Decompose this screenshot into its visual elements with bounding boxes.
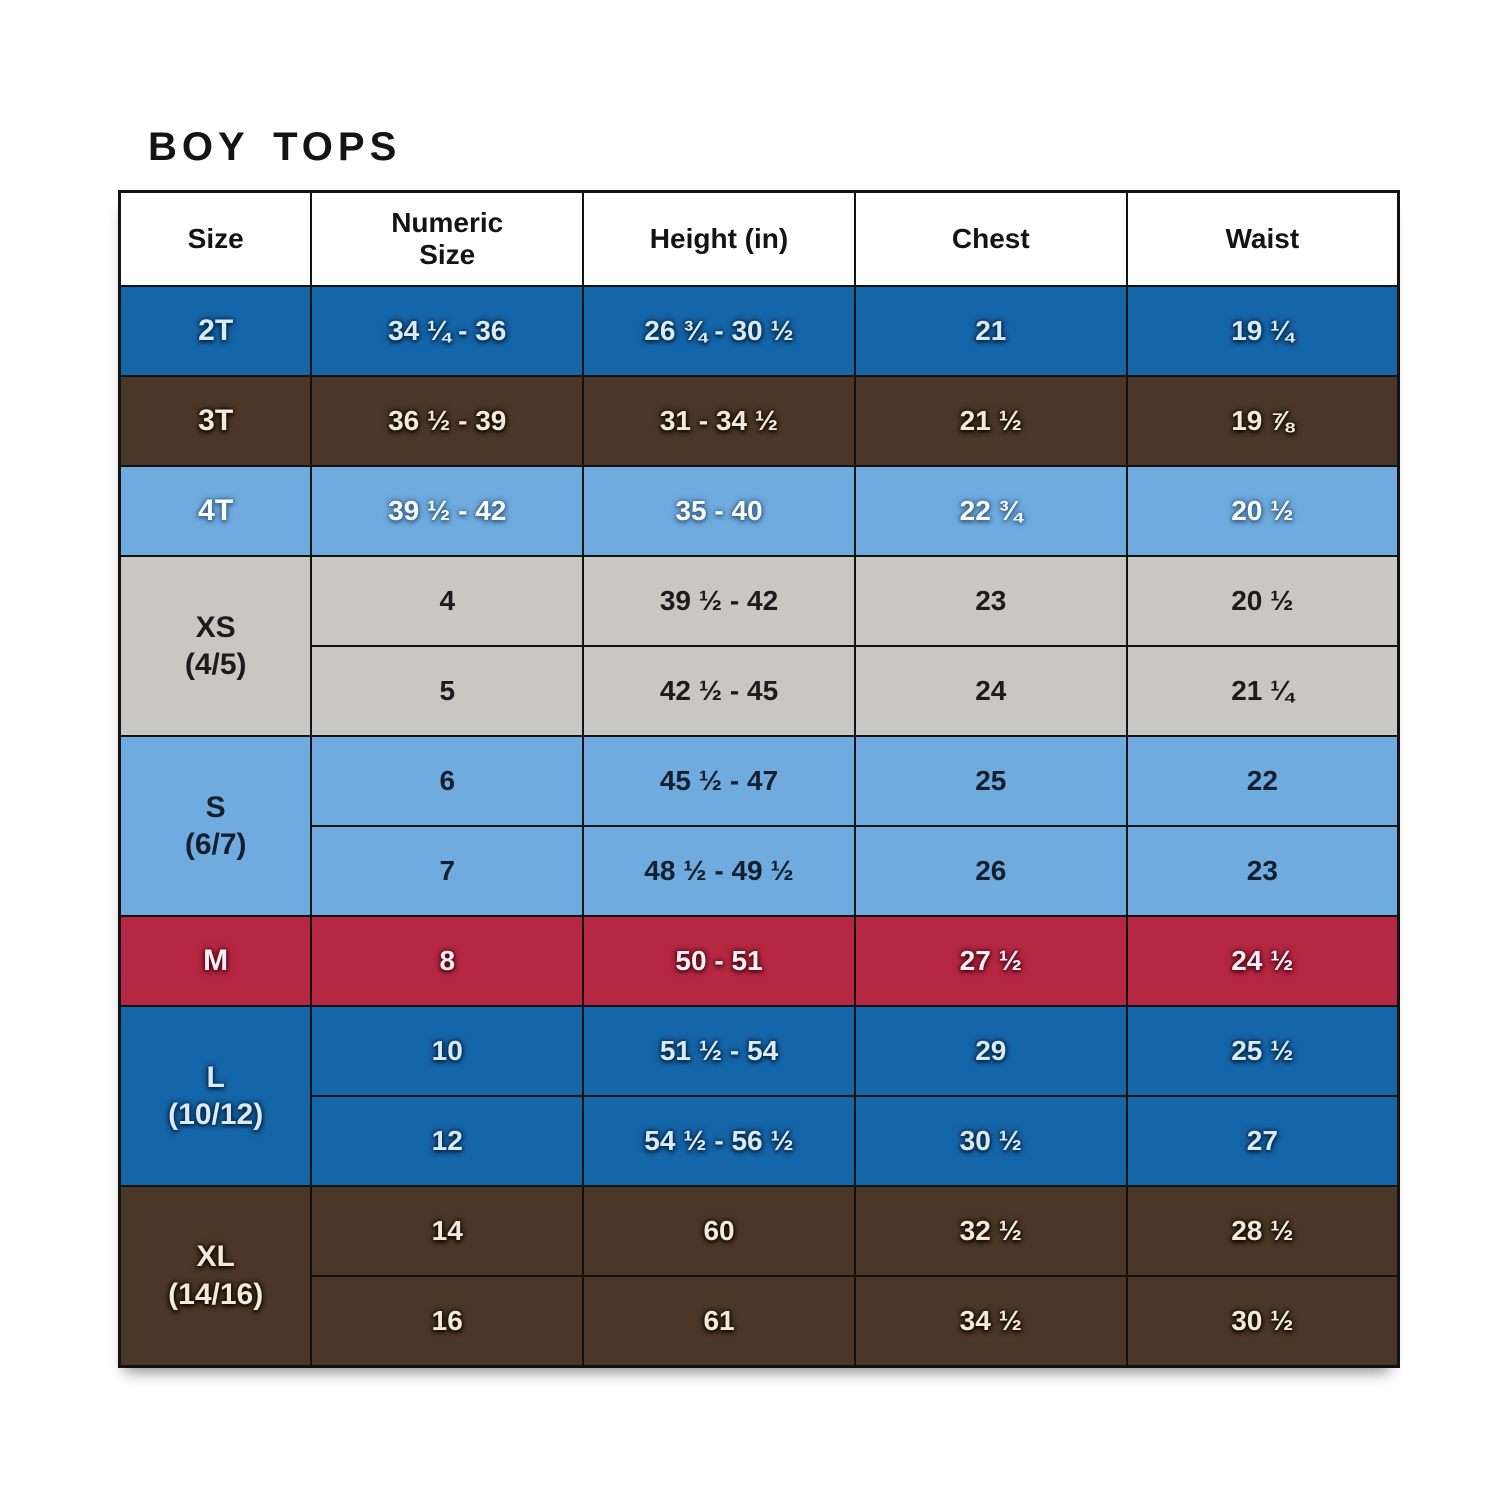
table-row: 2T 34 ¼ - 36 26 ¾ - 30 ½ 21 19 ¼ <box>118 285 1400 377</box>
column-header-size: Size <box>118 190 313 287</box>
numeric-size-cell: 10 <box>310 1005 585 1097</box>
column-header-chest: Chest <box>853 190 1128 287</box>
waist-cell: 19 ⅞ <box>1125 375 1400 467</box>
table-row: M 8 50 - 51 27 ½ 24 ½ <box>118 915 1400 1007</box>
height-cell: 45 ½ - 47 <box>582 735 856 827</box>
chest-cell: 21 <box>853 285 1128 377</box>
table-row: 5 42 ½ - 45 24 21 ¼ <box>120 645 1400 737</box>
chest-cell: 34 ½ <box>853 1275 1128 1367</box>
header-row: Size Numeric Size Height (in) Chest Waist <box>118 190 1400 287</box>
table-row: XL (14/16) 14 60 32 ½ 28 ½ <box>118 1185 1400 1367</box>
waist-cell: 30 ½ <box>1125 1275 1400 1367</box>
numeric-size-cell: 14 <box>310 1185 585 1277</box>
waist-cell: 25 ½ <box>1125 1005 1400 1097</box>
height-cell: 50 - 51 <box>582 915 856 1007</box>
table-row: 3T 36 ½ - 39 31 - 34 ½ 21 ½ 19 ⅞ <box>118 375 1400 467</box>
table-row: 16 61 34 ½ 30 ½ <box>120 1275 1400 1367</box>
table-row: L (10/12) 10 51 ½ - 54 29 25 ½ <box>118 1005 1400 1187</box>
column-header-waist: Waist <box>1125 190 1400 287</box>
table-row: 4T 39 ½ - 42 35 - 40 22 ¾ 20 ½ <box>118 465 1400 557</box>
numeric-size-cell: 7 <box>310 825 585 917</box>
column-header-numeric-size: Numeric Size <box>310 190 585 287</box>
chest-cell: 29 <box>853 1005 1128 1097</box>
chest-cell: 22 ¾ <box>853 465 1128 557</box>
waist-cell: 22 <box>1125 735 1400 827</box>
chest-cell: 30 ½ <box>853 1095 1128 1187</box>
height-cell: 48 ½ - 49 ½ <box>582 825 856 917</box>
size-cell: S (6/7) <box>118 735 313 917</box>
size-cell: XS (4/5) <box>118 555 313 737</box>
size-cell: M <box>118 915 313 1007</box>
numeric-size-cell: 6 <box>310 735 585 827</box>
waist-cell: 23 <box>1125 825 1400 917</box>
chest-cell: 21 ½ <box>853 375 1128 467</box>
chest-cell: 25 <box>853 735 1128 827</box>
size-cell: 4T <box>118 465 313 557</box>
table-row: 7 48 ½ - 49 ½ 26 23 <box>120 825 1400 917</box>
waist-cell: 20 ½ <box>1125 465 1400 557</box>
page-title: BOY TOPS <box>148 125 402 169</box>
numeric-size-cell: 8 <box>310 915 585 1007</box>
chest-cell: 24 <box>853 645 1128 737</box>
waist-cell: 27 <box>1125 1095 1400 1187</box>
waist-cell: 24 ½ <box>1125 915 1400 1007</box>
height-cell: 35 - 40 <box>582 465 856 557</box>
numeric-size-cell: 39 ½ - 42 <box>310 465 585 557</box>
numeric-size-cell: 5 <box>310 645 585 737</box>
height-cell: 42 ½ - 45 <box>582 645 856 737</box>
height-cell: 51 ½ - 54 <box>582 1005 856 1097</box>
waist-cell: 20 ½ <box>1125 555 1400 647</box>
table-row: 12 54 ½ - 56 ½ 30 ½ 27 <box>120 1095 1400 1187</box>
chest-cell: 32 ½ <box>853 1185 1128 1277</box>
size-cell: L (10/12) <box>118 1005 313 1187</box>
height-cell: 61 <box>582 1275 856 1367</box>
chest-cell: 26 <box>853 825 1128 917</box>
size-cell: 2T <box>118 285 313 377</box>
waist-cell: 21 ¼ <box>1125 645 1400 737</box>
chest-cell: 23 <box>853 555 1128 647</box>
height-cell: 26 ¾ - 30 ½ <box>582 285 856 377</box>
column-header-height: Height (in) <box>582 190 856 287</box>
size-cell: XL (14/16) <box>118 1185 313 1367</box>
size-cell: 3T <box>118 375 313 467</box>
table-row: S (6/7) 6 45 ½ - 47 25 22 <box>118 735 1400 917</box>
numeric-size-cell: 34 ¼ - 36 <box>310 285 585 377</box>
height-cell: 60 <box>582 1185 856 1277</box>
waist-cell: 28 ½ <box>1125 1185 1400 1277</box>
size-chart-table: Size Numeric Size Height (in) Chest Waist 2T… <box>118 190 1400 1368</box>
numeric-size-cell: 4 <box>310 555 585 647</box>
numeric-size-cell: 16 <box>310 1275 585 1367</box>
table-row: XS (4/5) 4 39 ½ - 42 23 20 ½ <box>118 555 1400 737</box>
table-body: 2T 34 ¼ - 36 26 ¾ - 30 ½ 21 19 ¼ 3T 36 ½ - 39 3… <box>118 285 1400 1367</box>
numeric-size-cell: 12 <box>310 1095 585 1187</box>
numeric-size-cell: 36 ½ - 39 <box>310 375 585 467</box>
height-cell: 31 - 34 ½ <box>582 375 856 467</box>
chest-cell: 27 ½ <box>853 915 1128 1007</box>
height-cell: 39 ½ - 42 <box>582 555 856 647</box>
height-cell: 54 ½ - 56 ½ <box>582 1095 856 1187</box>
waist-cell: 19 ¼ <box>1125 285 1400 377</box>
